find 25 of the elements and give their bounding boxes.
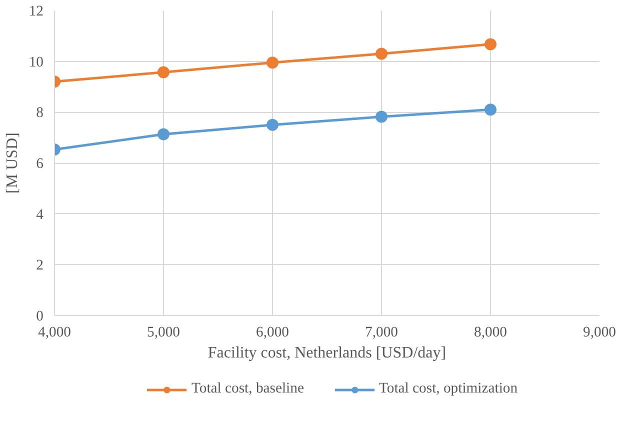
x-axis-title: Facility cost, Netherlands [USD/day] (208, 344, 446, 362)
x-tick-label: 8,000 (474, 324, 507, 340)
y-tick-label: 2 (36, 258, 44, 274)
point (266, 118, 278, 131)
point (266, 56, 278, 69)
point (158, 128, 170, 140)
y-tick-label: 6 (36, 156, 44, 172)
y-axis-title: [M USD] (4, 132, 21, 194)
legend-label: Total cost, baseline (191, 380, 304, 398)
y-tick-label: 0 (36, 308, 44, 324)
x-tick-label: 7,000 (365, 324, 398, 340)
y-tick-label: 8 (36, 105, 44, 122)
point (484, 38, 496, 50)
y-tick-label: 10 (28, 54, 44, 70)
y-tick-label: 12 (28, 4, 44, 20)
point (158, 66, 170, 78)
legend-label: Total cost, optimization (378, 380, 518, 398)
point (376, 110, 388, 123)
point (484, 104, 496, 116)
x-tick-label: 9,000 (583, 324, 616, 340)
point (376, 48, 388, 60)
x-tick-label: 5,000 (147, 324, 180, 340)
y-tick-label: 4 (36, 206, 44, 223)
x-tick-label: 6,000 (256, 324, 289, 340)
x-tick-label: 4,000 (38, 324, 71, 340)
